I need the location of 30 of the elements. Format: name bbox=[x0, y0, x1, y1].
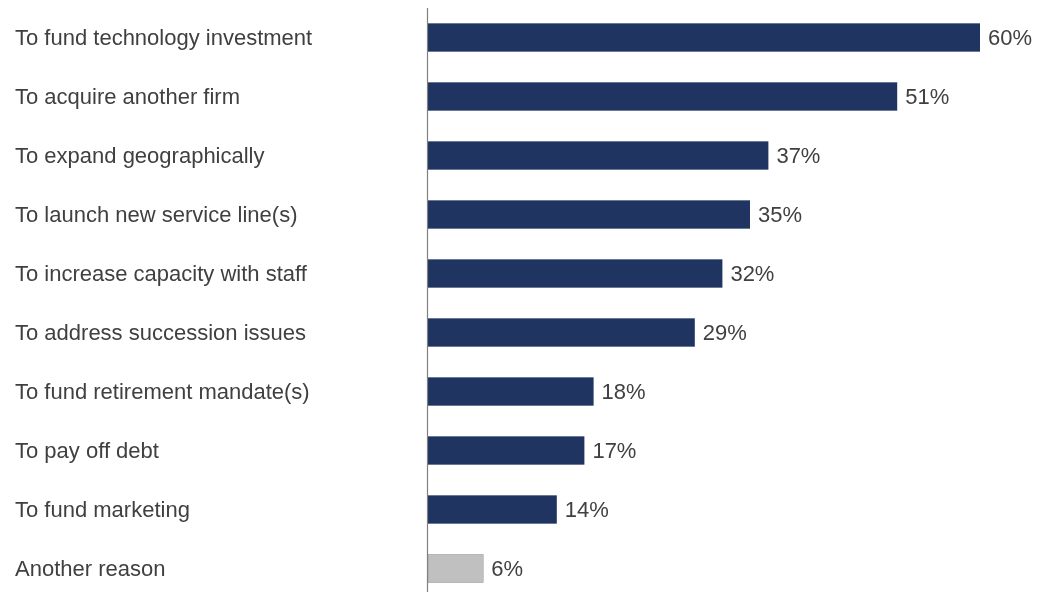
bar bbox=[428, 259, 723, 288]
bar bbox=[428, 23, 980, 52]
y-tick-label: To launch new service line(s) bbox=[15, 202, 298, 228]
bar bbox=[428, 200, 750, 229]
data-label: 37% bbox=[776, 143, 821, 169]
y-tick-label: To address succession issues bbox=[15, 320, 307, 346]
bar bbox=[428, 82, 898, 111]
bar bbox=[428, 377, 594, 406]
y-tick-label: To fund marketing bbox=[15, 497, 190, 523]
data-label: 14% bbox=[564, 497, 609, 523]
y-tick-label: To increase capacity with staff bbox=[15, 261, 308, 287]
data-label: 32% bbox=[730, 261, 775, 287]
data-label: 18% bbox=[601, 379, 646, 405]
bar bbox=[427, 554, 484, 583]
bar bbox=[428, 495, 557, 524]
y-tick-label: To expand geographically bbox=[15, 143, 265, 169]
data-label: 35% bbox=[758, 202, 803, 228]
y-tick-label: To fund technology investment bbox=[15, 25, 313, 51]
bar bbox=[428, 318, 695, 347]
bar bbox=[428, 141, 769, 170]
y-tick-label: Another reason bbox=[15, 556, 166, 582]
y-tick-label: To acquire another firm bbox=[15, 84, 240, 110]
data-label: 60% bbox=[988, 25, 1033, 51]
bar bbox=[428, 436, 585, 465]
y-tick-label: To fund retirement mandate(s) bbox=[15, 379, 310, 405]
y-tick-label: To pay off debt bbox=[15, 438, 159, 464]
data-label: 29% bbox=[702, 320, 747, 346]
data-label: 17% bbox=[592, 438, 637, 464]
data-label: 6% bbox=[491, 556, 523, 582]
data-label: 51% bbox=[905, 84, 950, 110]
